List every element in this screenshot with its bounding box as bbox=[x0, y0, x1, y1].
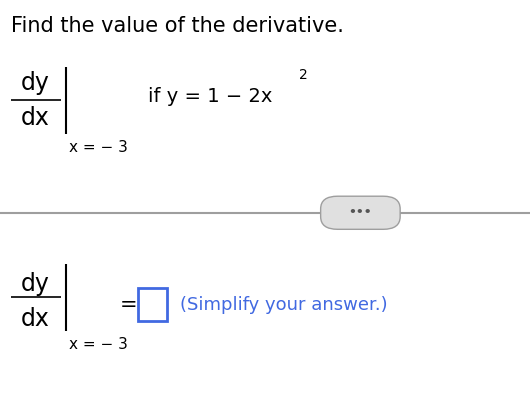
Text: x = − 3: x = − 3 bbox=[69, 337, 128, 352]
Text: dx: dx bbox=[21, 106, 50, 130]
Text: if y = 1 − 2x: if y = 1 − 2x bbox=[148, 87, 273, 106]
FancyBboxPatch shape bbox=[138, 288, 167, 321]
Text: x = − 3: x = − 3 bbox=[69, 140, 128, 155]
Text: =: = bbox=[119, 296, 137, 315]
Text: dy: dy bbox=[21, 272, 50, 296]
Text: 2: 2 bbox=[299, 67, 308, 82]
Text: dy: dy bbox=[21, 71, 50, 95]
Text: Find the value of the derivative.: Find the value of the derivative. bbox=[11, 16, 343, 36]
Text: •••: ••• bbox=[349, 206, 372, 219]
Text: dx: dx bbox=[21, 307, 50, 331]
Text: (Simplify your answer.): (Simplify your answer.) bbox=[180, 296, 388, 314]
FancyBboxPatch shape bbox=[321, 196, 400, 229]
